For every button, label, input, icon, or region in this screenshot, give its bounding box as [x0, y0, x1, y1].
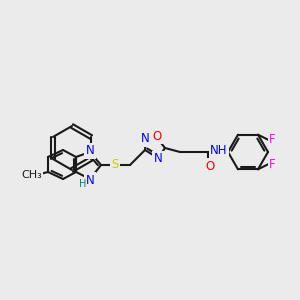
Text: CH₃: CH₃ [22, 170, 42, 180]
Text: N: N [85, 173, 94, 187]
Text: O: O [152, 130, 162, 142]
Text: N: N [85, 145, 94, 158]
Text: NH: NH [210, 145, 228, 158]
Text: S: S [111, 158, 119, 172]
Text: H: H [79, 179, 87, 189]
Text: O: O [206, 160, 214, 172]
Text: F: F [269, 158, 275, 171]
Text: F: F [269, 133, 275, 146]
Text: N: N [141, 133, 149, 146]
Text: N: N [154, 152, 162, 166]
